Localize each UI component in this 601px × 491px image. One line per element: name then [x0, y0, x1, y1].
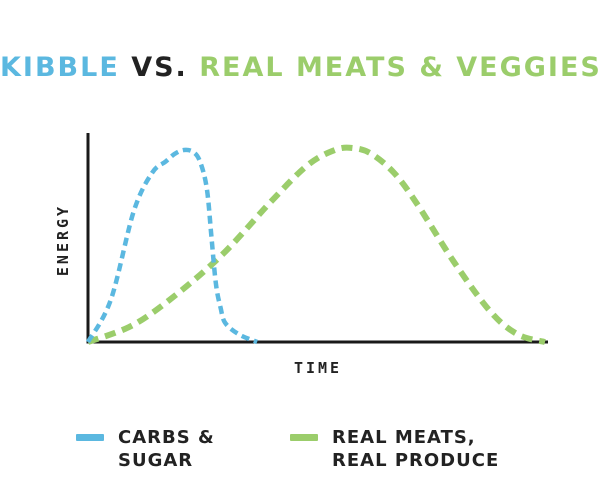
chart-area: ENERGY TIME: [54, 133, 548, 377]
series-line-real-meats: [86, 144, 546, 345]
title-vs: VS.: [131, 52, 188, 83]
legend-swatch-real-produce: [290, 434, 318, 441]
series-line-carbs-sugar: [86, 147, 258, 345]
title-kibble: KIBBLE: [0, 52, 120, 83]
legend-item-real-produce: REAL MEATS, REAL PRODUCE: [290, 426, 532, 472]
y-axis-label: ENERGY: [54, 204, 72, 276]
legend-item-carbs: CARBS & SUGAR: [76, 426, 318, 472]
legend-label-real-produce: REAL MEATS, REAL PRODUCE: [332, 427, 500, 471]
title-real-meats: REAL MEATS & VEGGIES: [199, 52, 601, 83]
chart-title: KIBBLE VS. REAL MEATS & VEGGIES: [0, 52, 601, 83]
x-axis-label: TIME: [294, 359, 342, 377]
legend-label-carbs: CARBS & SUGAR: [118, 427, 215, 471]
legend-swatch-carbs: [76, 434, 104, 441]
